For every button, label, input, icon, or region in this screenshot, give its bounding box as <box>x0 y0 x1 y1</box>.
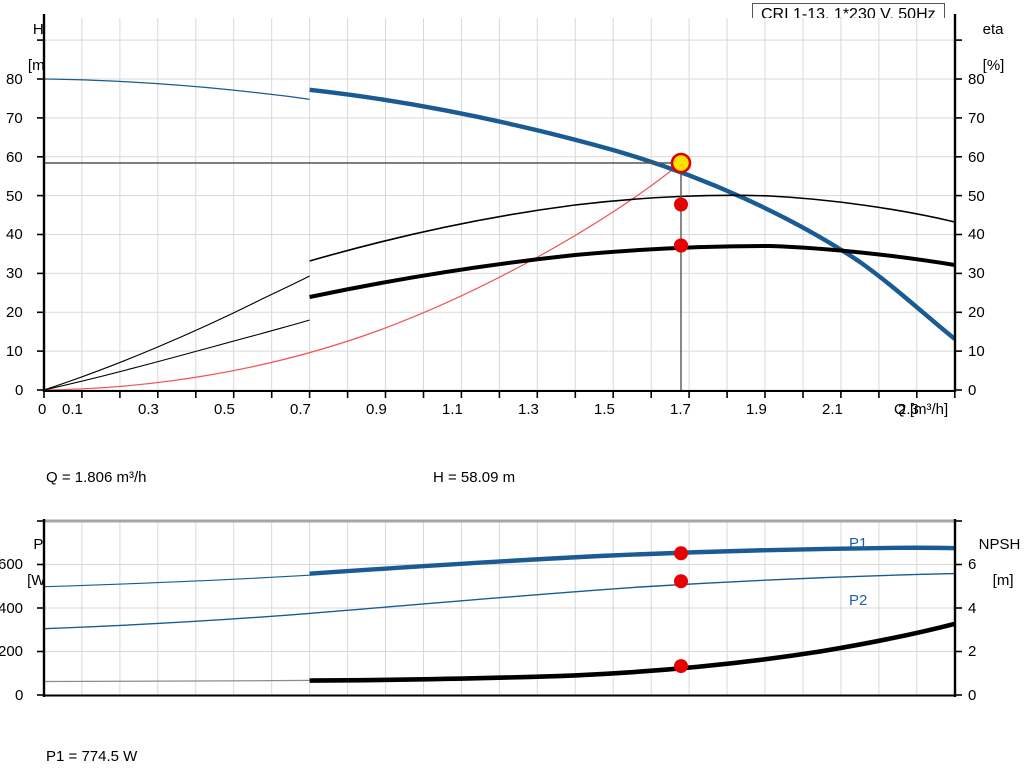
duty-dot-eta-pump <box>674 238 688 253</box>
npsh-axis-unit-text: [m] <box>992 572 1014 589</box>
p-tick-600: 600 <box>0 556 24 573</box>
bottom-left-ticks <box>37 520 44 696</box>
head-curve <box>309 87 955 341</box>
eta-pump-motor-curve-thin <box>44 319 310 390</box>
q-tick-1-9: 1.9 <box>746 401 767 418</box>
npsh-axis-title-text: NPSH <box>978 536 1021 553</box>
eta-tick-0: 0 <box>968 382 977 399</box>
eta-pump-curve <box>309 194 955 262</box>
h-tick-70: 70 <box>6 110 23 127</box>
top-x-ticks <box>43 391 956 398</box>
p1-curve <box>309 545 955 576</box>
h-tick-50: 50 <box>6 188 23 205</box>
eta-tick-80: 80 <box>968 71 985 88</box>
h-tick-20: 20 <box>6 304 23 321</box>
q-tick-0-9: 0.9 <box>366 401 387 418</box>
info-bottom-p1: P1 = 774.5 W <box>46 748 138 765</box>
p-tick-200: 200 <box>0 643 24 660</box>
h-tick-10: 10 <box>6 343 23 360</box>
q-tick-2-3: 2.3 <box>898 401 919 418</box>
eta-axis-unit-text: [%] <box>982 57 1005 74</box>
power-npsh-chart: P1 P2 <box>37 519 962 697</box>
h-tick-40: 40 <box>6 226 23 243</box>
duty-dot-eta-pump-upper <box>674 197 688 212</box>
q-tick-0: 0 <box>38 401 47 418</box>
p-tick-400: 400 <box>0 600 24 617</box>
top-right-ticks <box>955 39 962 391</box>
eta-tick-50: 50 <box>968 188 985 205</box>
q-tick-0-1: 0.1 <box>62 401 83 418</box>
system-curve <box>44 162 682 390</box>
q-tick-1-1: 1.1 <box>442 401 463 418</box>
npsh-tick-4: 4 <box>968 600 977 617</box>
q-axis-title: Q [m³/h] <box>894 401 949 418</box>
h-tick-0: 0 <box>15 382 24 399</box>
q-tick-1-3: 1.3 <box>518 401 539 418</box>
npsh-curve <box>309 621 955 683</box>
p1-legend-label: P1 <box>849 535 867 552</box>
npsh-axis-title: NPSH [m] <box>962 518 1022 608</box>
p-tick-0: 0 <box>15 687 24 704</box>
duty-point-marker <box>670 152 692 174</box>
q-tick-0-5: 0.5 <box>214 401 235 418</box>
top-left-ticks <box>37 39 44 391</box>
p2-curve <box>44 572 955 630</box>
duty-dot-p2 <box>674 574 688 589</box>
h-tick-30: 30 <box>6 265 23 282</box>
npsh-tick-6: 6 <box>968 556 977 573</box>
eta-tick-20: 20 <box>968 304 985 321</box>
h-tick-80: 80 <box>6 71 23 88</box>
q-tick-0-7: 0.7 <box>290 401 311 418</box>
q-tick-1-5: 1.5 <box>594 401 615 418</box>
duty-dot-npsh <box>674 659 688 674</box>
npsh-curve-thin <box>44 679 310 683</box>
q-tick-0-3: 0.3 <box>138 401 159 418</box>
h-tick-60: 60 <box>6 149 23 166</box>
q-tick-2-1: 2.1 <box>822 401 843 418</box>
eta-tick-40: 40 <box>968 226 985 243</box>
eta-tick-10: 10 <box>968 343 985 360</box>
bottom-right-ticks <box>955 520 962 696</box>
eta-tick-60: 60 <box>968 149 985 166</box>
eta-pump-curve-thin <box>44 275 310 390</box>
info-right-h: H = 58.09 m <box>433 469 516 486</box>
eta-axis-title: eta [%] <box>966 3 1016 93</box>
eta-pump-motor-curve <box>309 243 955 299</box>
npsh-tick-0: 0 <box>968 687 977 704</box>
q-tick-1-7: 1.7 <box>670 401 691 418</box>
head-eta-chart <box>37 14 962 398</box>
p-axis-title-text: P <box>33 536 44 553</box>
eta-axis-title-text: eta <box>982 21 1004 38</box>
h-axis-title-text: H <box>32 21 44 38</box>
eta-tick-30: 30 <box>968 265 985 282</box>
p2-legend-label: P2 <box>849 592 867 609</box>
npsh-tick-2: 2 <box>968 643 977 660</box>
p1-curve-thin <box>44 574 310 588</box>
info-left-q: Q = 1.806 m³/h <box>46 469 147 486</box>
eta-tick-70: 70 <box>968 110 985 127</box>
head-curve-thin <box>44 78 310 101</box>
duty-dot-p1 <box>674 546 688 561</box>
info-bottom-col: P1 = 774.5 W P2 = 587.5 W NPSH = 1.33 m <box>46 703 151 781</box>
